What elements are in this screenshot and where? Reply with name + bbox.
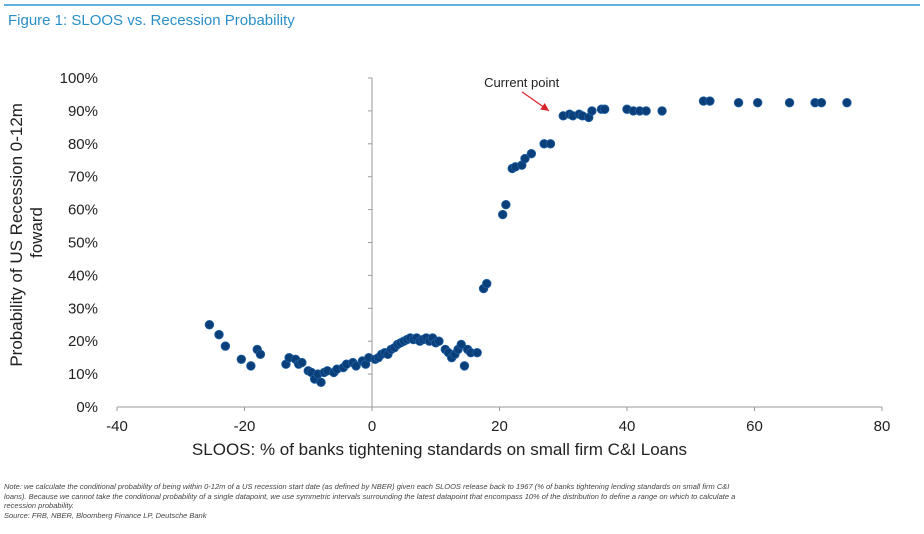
- x-axis-title: SLOOS: % of banks tightening standards o…: [192, 440, 687, 459]
- current-point-arrowhead: [540, 102, 550, 111]
- data-point: [316, 377, 326, 388]
- y-tick-label: 10%: [68, 366, 98, 383]
- note-line-3: recession probability.: [4, 501, 74, 510]
- x-tick-label: -40: [106, 418, 128, 435]
- data-point: [246, 361, 256, 371]
- data-point: [545, 139, 556, 149]
- y-tick-label: 90%: [68, 103, 98, 120]
- y-axis-title-line-1: Probability of US Recession 0-12m: [7, 103, 26, 367]
- note-line-2: loans). Because we cannot take the condi…: [4, 491, 736, 501]
- source-line: Source: FRB, NBER, Bloomberg Finance LP,…: [4, 510, 207, 520]
- note-line-1: Note: we calculate the conditional proba…: [4, 482, 730, 491]
- data-point: [351, 361, 361, 371]
- chart-notes: Note: we calculate the conditional proba…: [4, 482, 914, 520]
- data-point: [456, 339, 466, 350]
- scatter-chart: 0% 10% 20% 30% 40% 50% 60% 70% 80% 90% 100% -40 -20…: [7, 70, 891, 459]
- y-axis-title-line-2: foward: [27, 207, 46, 258]
- x-tick-label: 0: [368, 418, 376, 435]
- y-tick-label: 30%: [68, 300, 98, 317]
- data-point: [657, 106, 667, 116]
- x-tick-label: 40: [619, 418, 636, 435]
- data-point: [236, 354, 247, 364]
- data-point: [784, 97, 795, 108]
- y-tick-label: 0%: [76, 399, 98, 416]
- data-point: [220, 341, 231, 351]
- data-point: [641, 106, 651, 116]
- data-point: [214, 329, 224, 340]
- data-point: [297, 357, 307, 368]
- data-point: [705, 96, 715, 106]
- x-tick-label: 20: [491, 418, 508, 435]
- data-point: [434, 336, 444, 346]
- current-point-label: Current point: [484, 75, 560, 90]
- data-point: [255, 349, 266, 360]
- y-tick-label: 40%: [68, 267, 98, 284]
- data-point: [482, 278, 492, 289]
- y-tick-label: 20%: [68, 333, 98, 350]
- data-point: [472, 348, 482, 358]
- y-tick-label: 50%: [68, 235, 98, 252]
- x-axis: -40 -20 0 20 40 60 80: [106, 406, 891, 435]
- data-point: [752, 97, 763, 108]
- y-tick-label: 80%: [68, 136, 98, 153]
- data-point: [599, 104, 610, 114]
- y-axis: 0% 10% 20% 30% 40% 50% 60% 70% 80% 90% 100%: [60, 70, 373, 416]
- data-point: [587, 106, 597, 116]
- y-tick-label: 70%: [68, 169, 98, 186]
- data-point: [816, 97, 827, 108]
- y-axis-title: Probability of US Recession 0-12m foward: [7, 98, 46, 366]
- data-point: [459, 361, 470, 371]
- x-tick-label: 60: [746, 418, 763, 435]
- y-tick-label: 100%: [60, 70, 98, 87]
- data-point: [497, 209, 508, 220]
- data-point: [204, 320, 215, 330]
- annotation: Current point: [484, 75, 560, 112]
- data-point: [526, 148, 537, 159]
- x-tick-label: 80: [874, 418, 891, 435]
- title-bar: Figure 1: SLOOS vs. Recession Probabilit…: [4, 4, 920, 36]
- y-tick-label: 60%: [68, 202, 98, 219]
- data-point: [520, 153, 530, 164]
- data-points: [204, 96, 852, 388]
- figure-title: Figure 1: SLOOS vs. Recession Probabilit…: [8, 12, 295, 29]
- data-point: [733, 97, 744, 108]
- x-tick-label: -20: [234, 418, 256, 435]
- data-point: [842, 97, 852, 108]
- data-point: [501, 199, 511, 210]
